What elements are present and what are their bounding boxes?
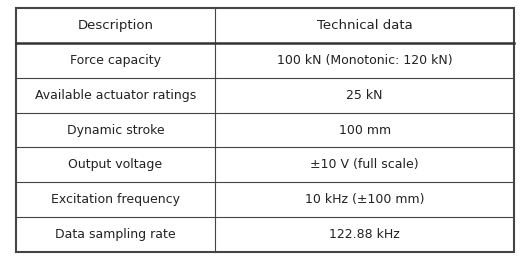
- Text: Description: Description: [77, 19, 154, 32]
- Text: Dynamic stroke: Dynamic stroke: [67, 124, 164, 136]
- Text: 100 kN (Monotonic: 120 kN): 100 kN (Monotonic: 120 kN): [277, 54, 453, 67]
- Text: Data sampling rate: Data sampling rate: [55, 228, 176, 241]
- Text: Technical data: Technical data: [317, 19, 412, 32]
- Text: 25 kN: 25 kN: [347, 89, 383, 102]
- Text: 100 mm: 100 mm: [339, 124, 391, 136]
- Text: Excitation frequency: Excitation frequency: [51, 193, 180, 206]
- Text: 122.88 kHz: 122.88 kHz: [329, 228, 400, 241]
- Text: ±10 V (full scale): ±10 V (full scale): [311, 158, 419, 171]
- Text: Available actuator ratings: Available actuator ratings: [35, 89, 196, 102]
- Text: 10 kHz (±100 mm): 10 kHz (±100 mm): [305, 193, 425, 206]
- Text: Force capacity: Force capacity: [70, 54, 161, 67]
- Text: Output voltage: Output voltage: [68, 158, 163, 171]
